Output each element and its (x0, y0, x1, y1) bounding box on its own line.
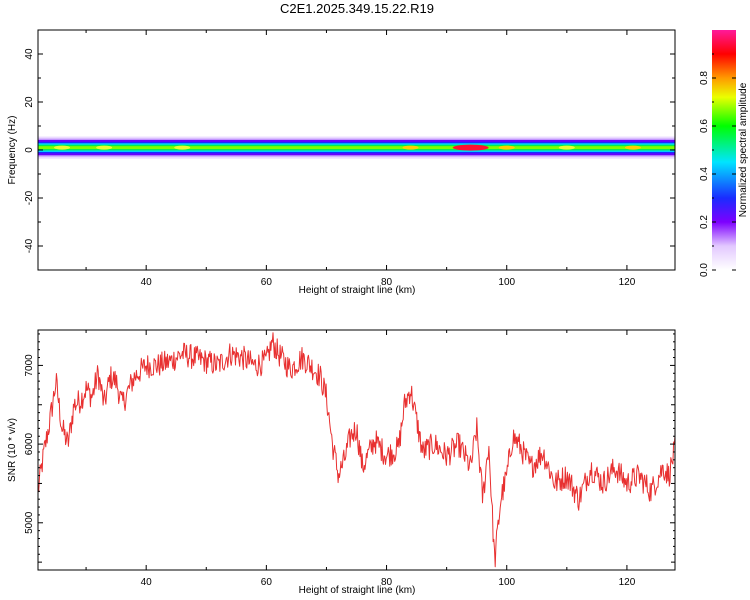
snr-y-axis-label: SNR (10 * v/v) (7, 418, 18, 482)
spectrogram-y-tick-label: 40 (24, 48, 35, 60)
spectral-hotspot (174, 145, 191, 150)
snr-x-tick-label: 40 (141, 577, 153, 588)
snr-x-tick-label: 60 (261, 577, 273, 588)
colorbar-tick-label: 0.6 (699, 119, 710, 133)
colorbar-tick-label: 0.4 (699, 167, 710, 181)
spectral-hotspot (452, 144, 489, 151)
spectrogram-x-tick-label: 120 (619, 277, 636, 288)
spectrogram-x-tick-label: 100 (498, 277, 515, 288)
snr-panel: 40 60 80 100 120 5000 6000 7000 Height of stra… (7, 329, 676, 596)
snr-x-tick-label: 120 (619, 577, 636, 588)
snr-y-tick-label: 6000 (24, 433, 35, 456)
snr-series-line (38, 332, 675, 568)
snr-y-tick-label: 5000 (24, 511, 35, 534)
colorbar-tick-label: 0.2 (699, 215, 710, 229)
spectrogram-y-tick-label: -20 (24, 190, 35, 205)
spectral-band (38, 136, 675, 159)
spectral-band-layer (38, 146, 675, 150)
spectrogram-x-tick-label: 40 (141, 277, 153, 288)
colorbar-ticks: 0.0 0.2 0.4 0.6 0.8 (699, 53, 736, 277)
spectrogram-panel: 40 60 80 100 120 -40 -20 0 20 40 Height of strai… (7, 29, 676, 296)
snr-x-tick-label: 100 (498, 577, 515, 588)
spectral-hotspot (624, 145, 641, 150)
spectral-hotspot (558, 145, 575, 150)
spectral-hotspot (402, 145, 419, 150)
spectrogram-x-tick-label: 80 (381, 277, 393, 288)
snr-plot-frame (37, 329, 676, 571)
spectrogram-x-ticks: 40 60 80 100 120 (85, 30, 636, 288)
spectrogram-x-axis-label: Height of straight line (km) (299, 285, 416, 296)
snr-x-tick-label: 80 (381, 577, 393, 588)
spectrogram-y-axis-label: Frequency (Hz) (7, 116, 18, 185)
colorbar-label: Normalized spectral amplitude (738, 82, 749, 217)
spectrogram-y-tick-label: 0 (24, 147, 35, 153)
spectrogram-y-tick-label: -40 (24, 238, 35, 253)
spectral-hotspot (498, 145, 515, 150)
spectrogram-x-tick-label: 60 (261, 277, 273, 288)
spectral-hotspot (96, 145, 113, 150)
spectrogram-y-tick-label: 20 (24, 96, 35, 108)
colorbar: 0.0 0.2 0.4 0.6 0.8 Normalized spectral ampl… (699, 30, 749, 277)
snr-x-ticks: 40 60 80 100 120 (85, 330, 636, 588)
snr-y-tick-label: 7000 (24, 354, 35, 377)
spectral-hotspot (54, 145, 71, 150)
colorbar-tick-label: 0.0 (699, 263, 710, 277)
snr-y-ticks: 5000 6000 7000 (24, 333, 675, 563)
snr-x-axis-label: Height of straight line (km) (299, 585, 416, 596)
figure-title: C2E1.2025.349.15.22.R19 (280, 1, 434, 16)
colorbar-tick-label: 0.8 (699, 71, 710, 85)
spectrogram-y-ticks: -40 -20 0 20 40 (24, 29, 675, 271)
colorbar-gradient (712, 30, 736, 270)
